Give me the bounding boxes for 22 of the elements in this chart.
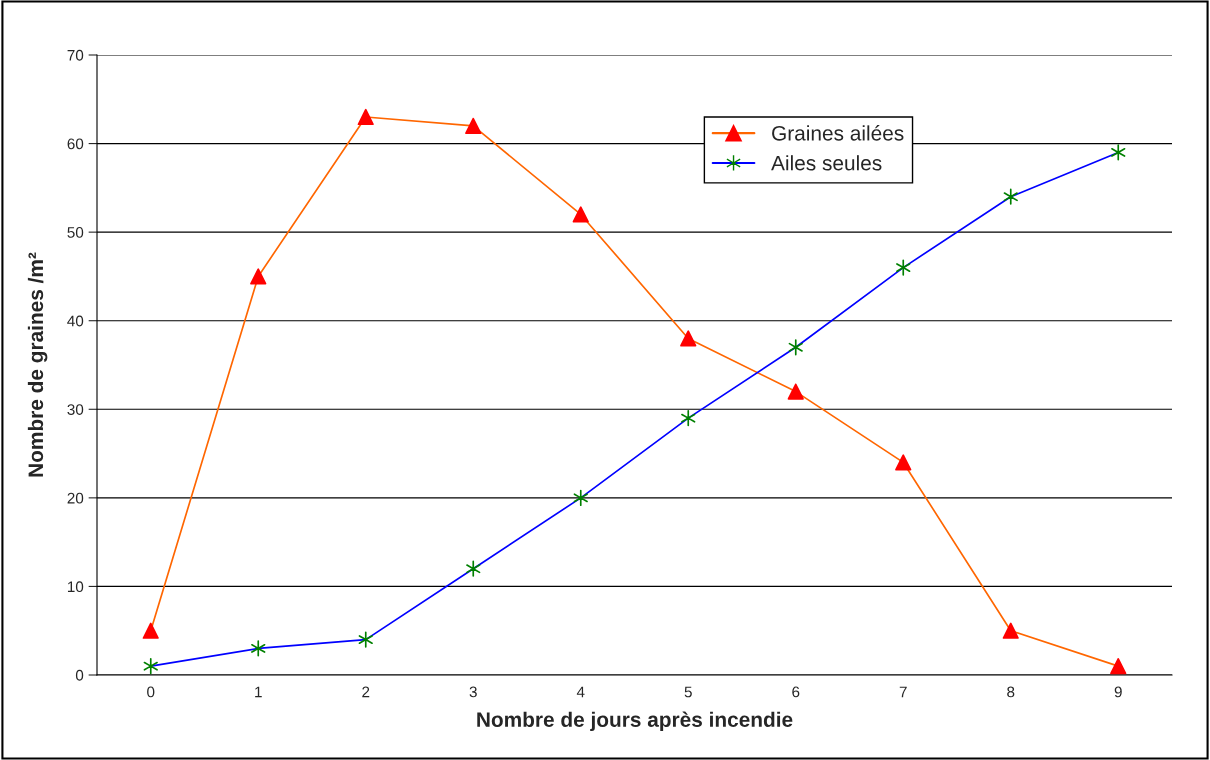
y-tick-label: 20 [67,492,84,504]
y-tick-label: 50 [67,227,84,238]
x-tick-label: 9 [1114,686,1122,698]
y-tick-label: 60 [67,138,84,150]
y-tick-label: 30 [67,404,84,415]
x-axis-title: Nombre de jours après incendie [477,711,793,732]
x-tick-label: 2 [362,686,370,698]
legend-label: Ailes seules [771,155,882,171]
y-axis-title: Nombre de graines /m² [27,252,48,477]
y-tick-label: 70 [67,49,84,61]
y-tick-label: 10 [67,581,84,593]
x-tick-label: 4 [576,686,585,698]
x-tick-label: 5 [684,686,692,698]
y-tick-label: 40 [67,315,84,327]
x-tick-label: 1 [255,686,262,698]
x-tick-label: 0 [147,686,155,698]
x-tick-label: 3 [469,686,477,698]
y-tick-label: 0 [75,669,84,681]
x-tick-label: 7 [899,686,907,698]
x-tick-label: 6 [792,686,800,698]
x-tick-label: 8 [1007,686,1015,698]
legend-label: Graines ailées [772,125,904,141]
